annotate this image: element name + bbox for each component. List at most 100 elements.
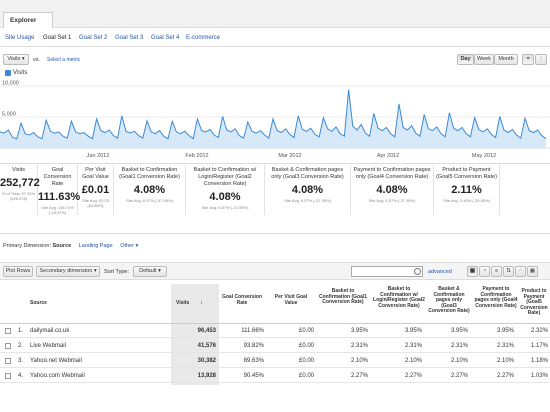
tab-bar: Explorer	[0, 0, 550, 28]
kpi-goal3: Basket & Confirmation pages only (Goal3 …	[265, 163, 351, 215]
header-source[interactable]: Source	[30, 300, 47, 306]
motion-chart-icon[interactable]: ⋮	[535, 54, 547, 65]
kpi-per-visit-goal-value: Per Visit Goal Value £0.01 Site Avg: £0.03…	[78, 163, 114, 215]
header-goal4[interactable]: Payment to Confirmation pages only (Goal…	[474, 286, 518, 309]
goal3-cell: 3.95%	[450, 328, 468, 334]
kpi-value: 111.63%	[38, 191, 81, 203]
kpi-label: Goal Conversion Rate	[43, 167, 72, 187]
metric-select-label: Visits	[7, 56, 21, 62]
dimension-other[interactable]: Other	[120, 243, 134, 249]
header-goal1[interactable]: Basket to Confirmation (Goal1 Conversion…	[318, 288, 368, 305]
pivot-icon[interactable]: ▦	[527, 266, 538, 277]
secondary-dimension-select[interactable]: Secondary dimension ▾	[36, 266, 100, 277]
goal1-cell: 3.95%	[350, 328, 368, 334]
header-goal3[interactable]: Basket & Confirmation pages only (Goal3 …	[428, 286, 470, 314]
header-goal-conversion-rate[interactable]: Goal Conversion Rate	[221, 294, 262, 306]
y-tick-label: 5,000	[2, 112, 16, 118]
goal1-cell: 2.31%	[350, 343, 368, 349]
subnav-goal-set-2[interactable]: Goal Set 2	[79, 35, 108, 41]
tab-explorer[interactable]: Explorer	[3, 12, 53, 28]
kpi-value: 4.08%	[133, 184, 166, 196]
kpi-label: Per Visit Goal Value	[82, 167, 109, 180]
kpi-goal4: Payment to Confirmation pages only (Goal…	[351, 163, 434, 215]
kpi-goal2: Basket to Confirmation w/ Login/Register…	[186, 163, 265, 215]
source-link[interactable]: Yahoo.net Webmail	[30, 358, 82, 364]
dimension-source[interactable]: Source	[52, 243, 72, 249]
comparison-icon[interactable]: ⇅	[503, 266, 514, 277]
row-number: 4.	[18, 373, 24, 379]
kpi-site-avg: Site Avg: £0.03 (64.86%)	[82, 198, 109, 208]
chevron-down-icon: ▾	[135, 243, 139, 249]
divider	[0, 46, 550, 47]
pie-chart-icon[interactable]: ◔	[479, 266, 490, 277]
row-checkbox[interactable]	[5, 328, 11, 334]
divider	[0, 163, 550, 164]
kpi-value: 252,772	[0, 177, 40, 189]
legend-label: Visits	[13, 70, 28, 76]
row-checkbox[interactable]	[5, 343, 11, 349]
row-checkbox[interactable]	[5, 358, 11, 364]
source-link[interactable]: Live Webmail	[30, 343, 66, 349]
header-per-visit-goal-value[interactable]: Per Visit Goal Value	[274, 294, 308, 306]
month-button[interactable]: Month	[494, 54, 518, 65]
data-table-icon[interactable]: ▦	[467, 266, 478, 277]
line-chart-icon[interactable]: ≈	[522, 54, 534, 65]
x-tick-label: Feb 2012	[185, 153, 208, 159]
source-link[interactable]: dailymail.co.uk	[30, 328, 70, 334]
visits-column-highlight	[171, 284, 219, 385]
term-cloud-icon[interactable]: ∴	[515, 266, 526, 277]
kpi-label: Payment to Confirmation pages only (Goal…	[353, 167, 431, 180]
kpi-site-avg: % of Total: 27.31% (925,578)	[1, 191, 36, 201]
goal5-cell: 1.03%	[530, 373, 548, 379]
select-metric-link[interactable]: Select a metric	[47, 57, 81, 63]
chevron-down-icon: ▾	[21, 56, 25, 62]
goal-conversion-cell: 93.82%	[243, 343, 264, 349]
subnav-site-usage[interactable]: Site Usage	[5, 35, 35, 41]
goal-value-cell: £0.00	[298, 358, 314, 364]
header-visits[interactable]: Visits	[176, 300, 190, 306]
subnav-goal-set-1[interactable]: Goal Set 1	[43, 35, 72, 41]
subnav-ecommerce[interactable]: E-commerce	[186, 35, 221, 41]
kpi-value: 4.08%	[209, 191, 241, 203]
goal3-cell: 2.10%	[450, 358, 468, 364]
x-tick-label: May 2012	[472, 153, 496, 159]
header-goal2[interactable]: Basket to Confirmation w/ Login/Register…	[373, 286, 425, 309]
goal-value-cell: £0.00	[298, 343, 314, 349]
subnav-goal-set-3[interactable]: Goal Set 3	[115, 35, 144, 41]
table-row: 4. Yahoo.com Webmail 13,928 90.45% £0.00 2.27…	[0, 369, 550, 383]
source-link[interactable]: Yahoo.com Webmail	[30, 373, 85, 379]
visits-chart: 10,000 5,000 Jan 2012 Feb 2012 Mar 2012 Apr …	[0, 81, 550, 159]
header-goal5[interactable]: Product to Payment (Goal5 Conversion Rat…	[520, 288, 548, 316]
primary-dimension-bar: Primary Dimension: Source Landing Page O…	[3, 243, 138, 249]
advanced-link[interactable]: advanced	[428, 269, 452, 275]
dimension-landing-page[interactable]: Landing Page	[78, 243, 113, 249]
subnav-goal-set-4[interactable]: Goal Set 4	[151, 35, 180, 41]
kpi-label: Product to Payment (Goal5 Conversion Rat…	[436, 167, 497, 180]
kpi-site-avg: Site Avg: 6.57% (-37.95%)	[126, 198, 173, 203]
goal4-cell: 2.27%	[496, 373, 514, 379]
sort-type-select[interactable]: Default ▾	[133, 266, 167, 277]
kpi-goal1: Basket to Confirmation (Goal1 Conversion…	[114, 163, 186, 215]
x-tick-label: Apr 2012	[377, 153, 399, 159]
goal2-cell: 2.27%	[404, 373, 422, 379]
goal1-cell: 2.27%	[350, 373, 368, 379]
kpi-value: 4.08%	[291, 184, 324, 196]
visits-cell: 41,576	[197, 343, 216, 349]
row-checkbox[interactable]	[5, 373, 11, 379]
goal4-cell: 2.31%	[496, 343, 514, 349]
table-search-input[interactable]	[351, 266, 423, 277]
legend-swatch	[5, 70, 11, 76]
goal-conversion-cell: 111.66%	[241, 328, 264, 334]
visits-area	[0, 89, 546, 148]
week-button[interactable]: Week	[474, 54, 494, 65]
search-icon[interactable]	[414, 268, 421, 275]
kpi-site-avg: Site Avg: 3.46% (-39.55%)	[443, 198, 490, 203]
goal3-cell: 2.27%	[450, 373, 468, 379]
kpi-label: Basket to Confirmation (Goal1 Conversion…	[119, 167, 180, 180]
goal2-cell: 2.31%	[404, 343, 422, 349]
kpi-goal5: Product to Payment (Goal5 Conversion Rat…	[434, 163, 500, 215]
day-button[interactable]: Day	[457, 54, 474, 65]
plot-rows-button[interactable]: Plot Rows	[3, 266, 33, 277]
metric-select[interactable]: Visits ▾	[3, 54, 29, 65]
performance-icon[interactable]: ≡	[491, 266, 502, 277]
